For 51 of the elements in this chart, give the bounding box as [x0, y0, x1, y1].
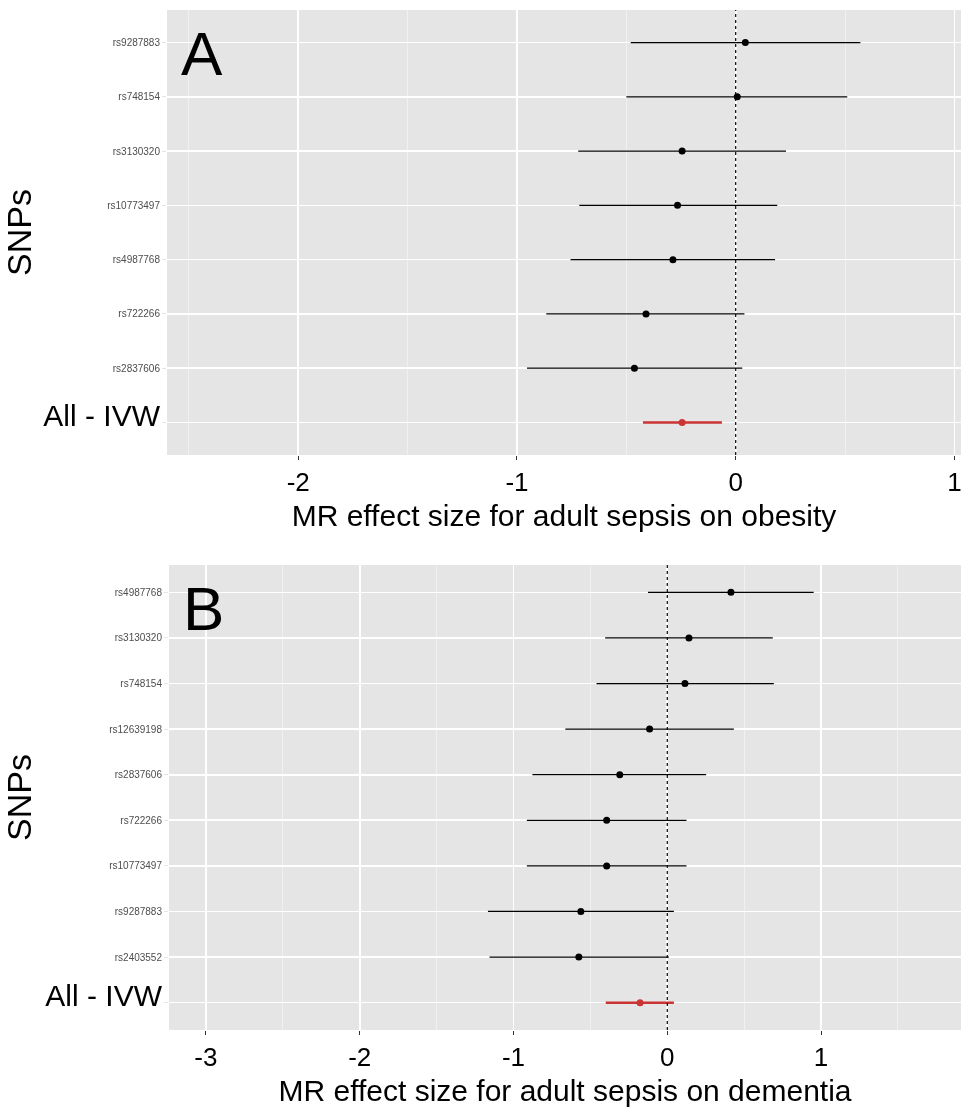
point [741, 39, 749, 47]
y-tick-label: All - IVW [43, 398, 161, 432]
x-tick-label: -2 [286, 467, 310, 498]
point [685, 634, 693, 642]
x-tick-label: -2 [348, 1042, 372, 1073]
y-tick-label: rs3130320 [114, 632, 163, 644]
y-tick-label: rs748154 [118, 91, 161, 103]
y-axis-title: SNPs [0, 754, 38, 841]
y-tick-label: All - IVW [45, 979, 163, 1013]
y-tick-label: rs10773497 [107, 199, 161, 211]
point [603, 862, 611, 870]
y-tick-label: rs12639198 [109, 723, 163, 735]
point [646, 725, 654, 733]
y-tick-label: rs722266 [118, 308, 161, 320]
y-tick-label: rs2403552 [114, 951, 163, 963]
x-tick-label: 0 [660, 1042, 675, 1073]
point [577, 907, 585, 915]
y-tick-label: rs748154 [120, 678, 163, 690]
x-tick-label: -3 [194, 1042, 218, 1073]
x-tick-label: 0 [728, 467, 743, 498]
y-tick-label: rs2837606 [112, 362, 161, 374]
annotation: A [181, 19, 223, 88]
point [575, 953, 583, 961]
point [616, 771, 624, 779]
y-tick-label: rs722266 [120, 814, 163, 826]
point [727, 588, 735, 596]
y-tick-label: rs9287883 [112, 37, 161, 49]
y-tick-label: rs9287883 [114, 905, 163, 917]
point [678, 147, 686, 155]
y-tick-label: rs2837606 [114, 769, 163, 781]
annotation: B [183, 574, 225, 643]
x-tick-label: -1 [501, 1042, 526, 1073]
y-tick-label: rs4987768 [114, 586, 163, 598]
x-tick-label: -1 [505, 467, 529, 498]
point [733, 93, 741, 101]
point [630, 364, 638, 372]
point [681, 680, 689, 688]
y-axis-title: SNPs [0, 189, 38, 276]
point [603, 816, 611, 824]
x-axis-title: MR effect size for adult sepsis on obesity [291, 498, 837, 532]
y-tick-label: rs3130320 [112, 145, 161, 157]
y-tick-label: rs10773497 [109, 860, 163, 872]
y-tick-label: rs4987768 [112, 254, 161, 266]
x-tick-label: 1 [813, 1042, 829, 1073]
point [636, 999, 644, 1007]
point [642, 310, 650, 318]
x-tick-label: 1 [947, 467, 962, 498]
point [678, 418, 686, 426]
x-axis-title: MR effect size for adult sepsis on dementia [278, 1073, 852, 1107]
point [669, 256, 677, 264]
point [674, 201, 682, 209]
